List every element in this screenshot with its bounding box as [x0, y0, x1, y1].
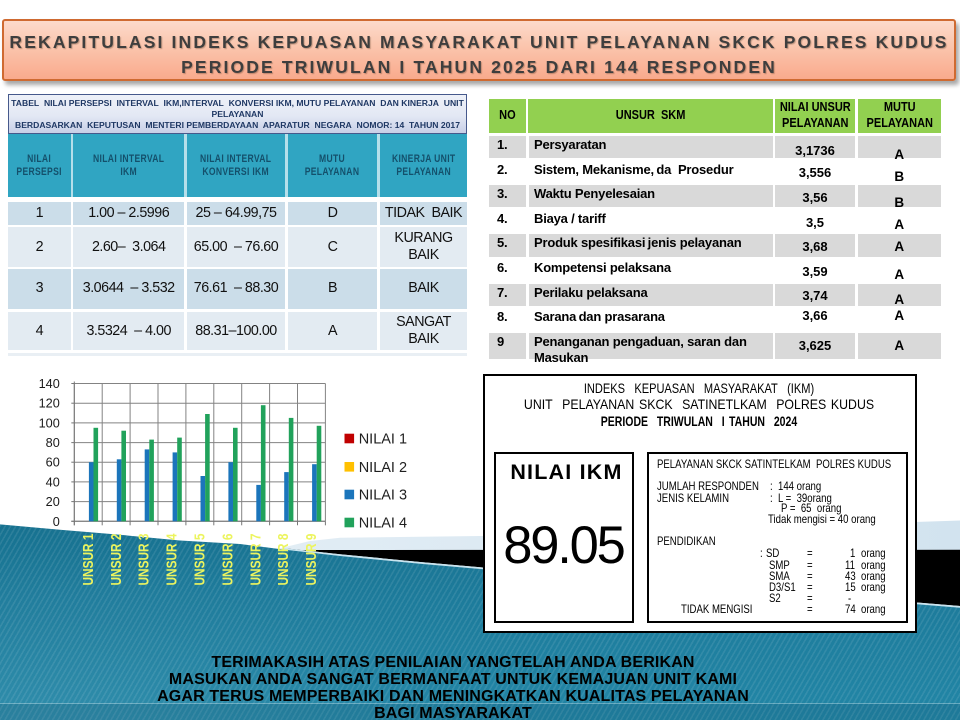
svg-text:NILAI 3: NILAI 3	[359, 488, 407, 504]
svg-text:UNSUR 9: UNSUR 9	[303, 534, 320, 586]
svg-text:UNSUR 4: UNSUR 4	[164, 533, 181, 586]
svg-text:40: 40	[46, 475, 60, 489]
svg-text:0: 0	[53, 515, 60, 529]
svg-text:NILAI 2: NILAI 2	[359, 460, 407, 476]
svg-text:80: 80	[46, 436, 60, 450]
svg-text:UNSUR 6: UNSUR 6	[219, 534, 236, 586]
svg-text:UNSUR 2: UNSUR 2	[108, 534, 125, 586]
svg-text:120: 120	[39, 397, 60, 411]
svg-text:60: 60	[46, 456, 60, 470]
svg-text:100: 100	[39, 416, 60, 430]
svg-text:UNSUR 7: UNSUR 7	[247, 534, 264, 586]
svg-text:NILAI 4: NILAI 4	[359, 516, 407, 532]
svg-text:UNSUR 8: UNSUR 8	[275, 534, 292, 586]
svg-text:NILAI 1: NILAI 1	[359, 432, 407, 448]
svg-text:20: 20	[46, 495, 60, 509]
svg-text:UNSUR 5: UNSUR 5	[192, 534, 209, 586]
svg-text:UNSUR 1: UNSUR 1	[80, 534, 97, 586]
svg-text:UNSUR 3: UNSUR 3	[136, 534, 153, 586]
svg-text:140: 140	[39, 377, 60, 391]
